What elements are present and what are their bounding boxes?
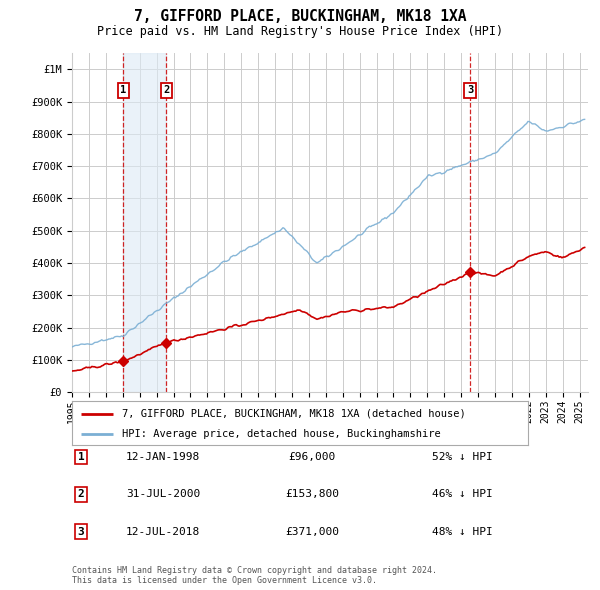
Text: 48% ↓ HPI: 48% ↓ HPI <box>432 527 493 536</box>
Text: 12-JUL-2018: 12-JUL-2018 <box>126 527 200 536</box>
Text: 31-JUL-2000: 31-JUL-2000 <box>126 490 200 499</box>
Text: HPI: Average price, detached house, Buckinghamshire: HPI: Average price, detached house, Buck… <box>122 430 441 440</box>
Text: 7, GIFFORD PLACE, BUCKINGHAM, MK18 1XA: 7, GIFFORD PLACE, BUCKINGHAM, MK18 1XA <box>134 9 466 24</box>
Text: 2: 2 <box>77 490 85 499</box>
Text: 3: 3 <box>77 527 85 536</box>
Text: 46% ↓ HPI: 46% ↓ HPI <box>432 490 493 499</box>
Text: 1: 1 <box>121 86 127 95</box>
Text: Price paid vs. HM Land Registry's House Price Index (HPI): Price paid vs. HM Land Registry's House … <box>97 25 503 38</box>
Text: £153,800: £153,800 <box>285 490 339 499</box>
Text: 7, GIFFORD PLACE, BUCKINGHAM, MK18 1XA (detached house): 7, GIFFORD PLACE, BUCKINGHAM, MK18 1XA (… <box>122 409 466 418</box>
Text: £96,000: £96,000 <box>289 453 335 462</box>
Text: Contains HM Land Registry data © Crown copyright and database right 2024.
This d: Contains HM Land Registry data © Crown c… <box>72 566 437 585</box>
Text: 3: 3 <box>467 86 473 95</box>
Text: 12-JAN-1998: 12-JAN-1998 <box>126 453 200 462</box>
Bar <box>124 53 166 392</box>
Text: 52% ↓ HPI: 52% ↓ HPI <box>432 453 493 462</box>
Text: £371,000: £371,000 <box>285 527 339 536</box>
Text: 2: 2 <box>163 86 170 95</box>
Text: 1: 1 <box>77 453 85 462</box>
